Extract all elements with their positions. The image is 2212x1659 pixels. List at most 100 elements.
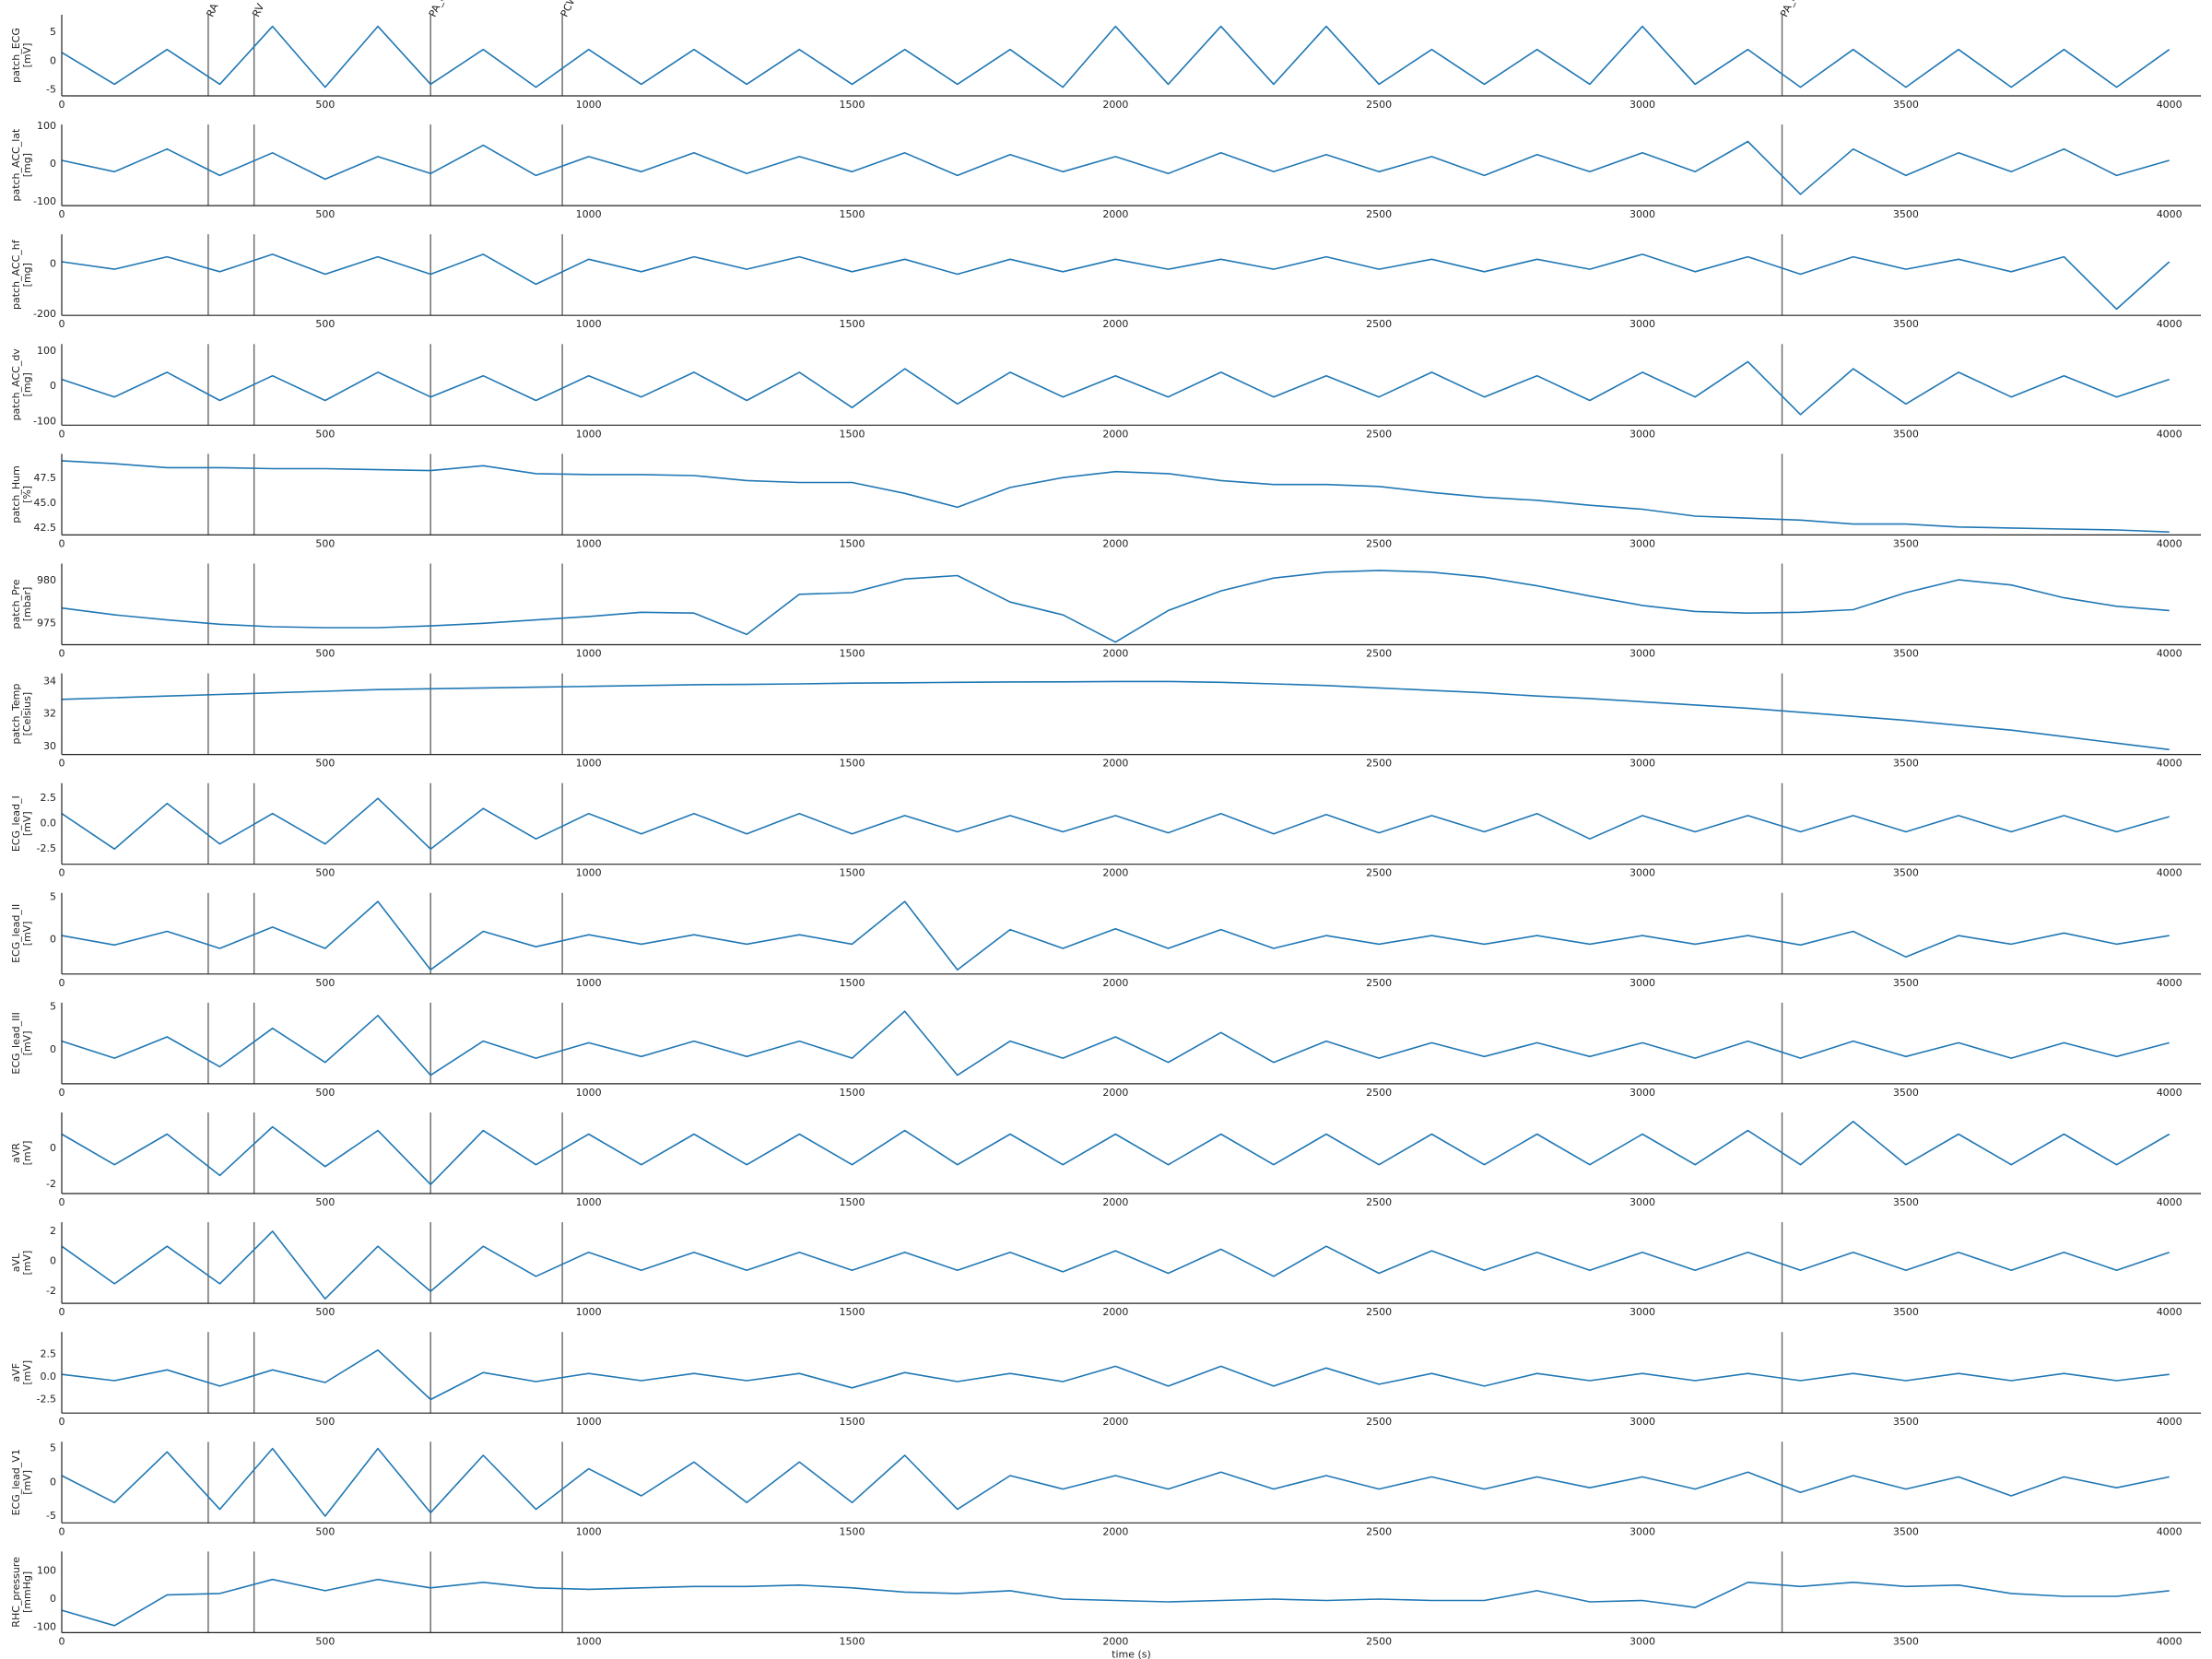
y-tick-label: 0 [50, 934, 56, 946]
x-tick-label: 2500 [1366, 318, 1392, 330]
x-tick-label: 1000 [576, 99, 602, 111]
x-tick-label: 1500 [840, 977, 865, 989]
y-tick-label: 0.0 [41, 1371, 57, 1382]
event-label: PCW [559, 0, 579, 19]
x-tick-label: 1000 [576, 1635, 602, 1647]
y-axis-label: [mg] [21, 263, 33, 287]
x-tick-label: 0 [59, 1416, 65, 1428]
x-tick-label: 500 [315, 1635, 335, 1647]
y-tick-label: -5 [46, 1510, 56, 1522]
x-tick-label: 0 [59, 428, 65, 440]
x-tick-label: 500 [315, 1087, 335, 1099]
y-axis-label: [mV] [21, 1141, 33, 1166]
y-tick-label: 2 [50, 1225, 56, 1237]
x-tick-label: 2000 [1102, 1196, 1128, 1208]
x-tick-label: 1500 [840, 758, 865, 770]
x-tick-label: 3000 [1630, 1196, 1655, 1208]
y-axis-label: [mV] [21, 1360, 33, 1385]
y-tick-label: 980 [37, 574, 56, 586]
y-tick-label: 30 [43, 740, 56, 752]
y-tick-label: -2.5 [37, 1394, 56, 1406]
y-tick-label: 5 [50, 1442, 56, 1454]
x-tick-label: 2500 [1366, 1306, 1392, 1318]
x-tick-label: 500 [315, 1196, 335, 1208]
x-tick-label: 3500 [1893, 648, 1919, 660]
x-tick-label: 4000 [2157, 99, 2183, 111]
x-tick-label: 2000 [1102, 428, 1128, 440]
y-tick-label: 34 [43, 675, 56, 687]
x-tick-label: 2000 [1102, 1635, 1128, 1647]
y-tick-label: 100 [37, 345, 56, 357]
x-tick-label: 1000 [576, 537, 602, 549]
x-tick-label: 2500 [1366, 648, 1392, 660]
x-tick-label: 2000 [1102, 208, 1128, 220]
x-tick-label: 500 [315, 758, 335, 770]
x-tick-label: 2000 [1102, 537, 1128, 549]
signal-line [61, 570, 2170, 643]
y-axis-label: ECG_lead_III [10, 1012, 22, 1074]
x-tick-label: 4000 [2157, 1416, 2183, 1428]
y-tick-label: 0 [50, 1142, 56, 1154]
x-tick-label: 500 [315, 99, 335, 111]
x-tick-label: 2000 [1102, 1306, 1128, 1318]
signal-line [61, 680, 2170, 751]
y-tick-label: 0.0 [41, 818, 57, 830]
x-tick-label: 3000 [1630, 1525, 1655, 1537]
x-tick-label: 0 [59, 318, 65, 330]
x-axis-label: time (s) [1112, 1648, 1151, 1659]
x-tick-label: 3000 [1630, 1306, 1655, 1318]
x-tick-label: 3000 [1630, 208, 1655, 220]
signal-line [61, 900, 2170, 971]
x-tick-label: 4000 [2157, 537, 2183, 549]
x-tick-label: 3500 [1893, 208, 1919, 220]
x-tick-label: 1500 [840, 208, 865, 220]
x-tick-label: 500 [315, 208, 335, 220]
x-tick-label: 3000 [1630, 758, 1655, 770]
x-tick-label: 3500 [1893, 99, 1919, 111]
x-tick-label: 4000 [2157, 1525, 2183, 1537]
x-tick-label: 500 [315, 977, 335, 989]
x-tick-label: 3000 [1630, 318, 1655, 330]
signal-line [61, 1447, 2170, 1517]
y-tick-label: -100 [33, 415, 56, 427]
x-tick-label: 3500 [1893, 1306, 1919, 1318]
y-axis-label: [mmHg] [21, 1571, 33, 1613]
y-tick-label: 0 [50, 158, 56, 170]
x-tick-label: 2000 [1102, 758, 1128, 770]
signal-line [61, 1010, 2170, 1077]
x-tick-label: 3000 [1630, 867, 1655, 879]
y-tick-label: -2.5 [37, 842, 56, 854]
x-tick-label: 1000 [576, 428, 602, 440]
x-tick-label: 1000 [576, 1306, 602, 1318]
y-tick-label: 47.5 [34, 472, 57, 484]
y-tick-label: 100 [37, 1565, 56, 1577]
x-tick-label: 2500 [1366, 867, 1392, 879]
y-axis-label: [mV] [21, 1251, 33, 1276]
x-tick-label: 500 [315, 867, 335, 879]
y-tick-label: 0 [50, 380, 56, 392]
signal-line [61, 1230, 2170, 1300]
x-tick-label: 1500 [840, 1196, 865, 1208]
x-tick-label: 1500 [840, 1635, 865, 1647]
x-tick-label: 1500 [840, 318, 865, 330]
x-tick-label: 3500 [1893, 867, 1919, 879]
x-tick-label: 3500 [1893, 1416, 1919, 1428]
y-tick-label: 45.0 [34, 497, 57, 509]
x-tick-label: 2000 [1102, 977, 1128, 989]
x-tick-label: 1500 [840, 1416, 865, 1428]
x-tick-label: 3000 [1630, 977, 1655, 989]
x-tick-label: 0 [59, 537, 65, 549]
y-axis-label: patch_Temp [10, 684, 22, 745]
y-tick-label: 0 [50, 1254, 56, 1266]
x-tick-label: 3000 [1630, 428, 1655, 440]
y-tick-label: 2.5 [41, 792, 57, 804]
x-tick-label: 3500 [1893, 1196, 1919, 1208]
y-axis-label: [mV] [21, 1030, 33, 1055]
x-tick-label: 500 [315, 318, 335, 330]
signal-line [61, 1578, 2170, 1627]
event-label: RA [205, 1, 221, 18]
y-axis-label: [mV] [21, 921, 33, 946]
x-tick-label: 1500 [840, 867, 865, 879]
x-tick-label: 1000 [576, 977, 602, 989]
x-tick-label: 500 [315, 428, 335, 440]
